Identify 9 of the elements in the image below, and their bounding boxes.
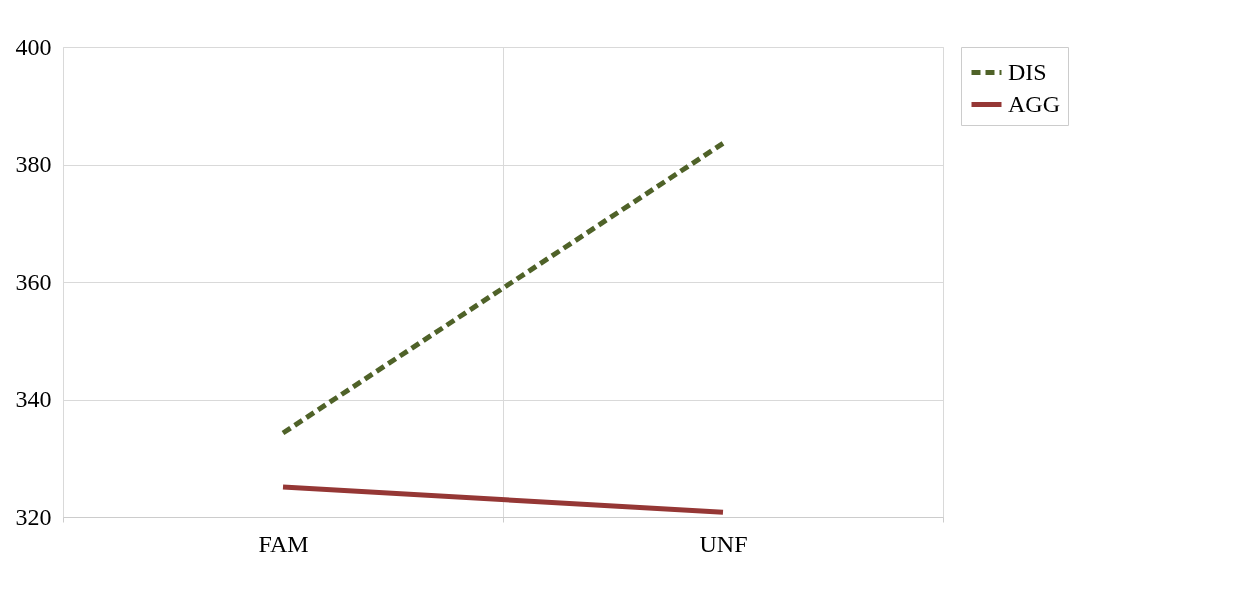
y-tick-label: 320 bbox=[15, 503, 52, 530]
legend-label: AGG bbox=[1008, 90, 1060, 117]
y-tick-label: 380 bbox=[15, 151, 52, 177]
legend-label: DIS bbox=[1008, 58, 1047, 85]
y-tick-label: 360 bbox=[15, 268, 52, 295]
y-tick-label: 400 bbox=[15, 33, 52, 60]
x-tick-label: FAM bbox=[258, 530, 309, 557]
x-tick-label: UNF bbox=[699, 530, 748, 557]
y-tick-label: 340 bbox=[15, 386, 52, 412]
